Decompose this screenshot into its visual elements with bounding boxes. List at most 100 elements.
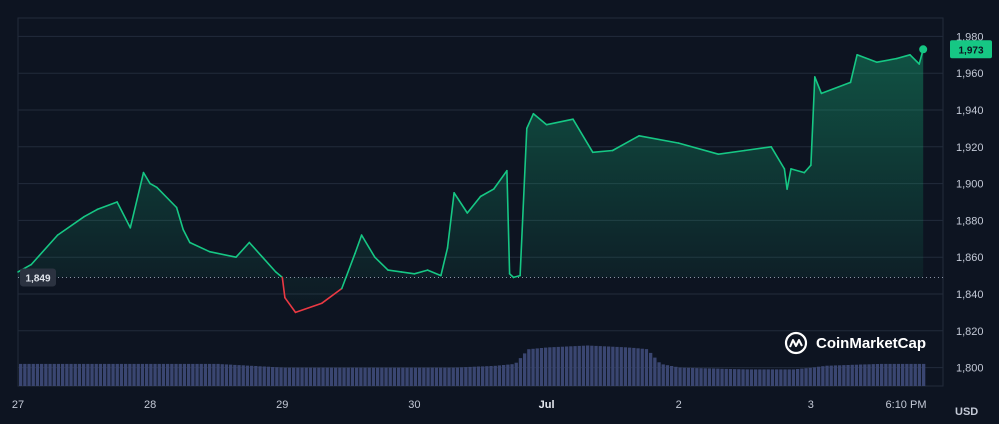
price-line [17, 48, 925, 314]
volume-bar [884, 363, 888, 386]
price-segment [519, 127, 528, 277]
price-segment [611, 135, 640, 152]
price-segment [638, 135, 680, 144]
volume-bar [544, 347, 548, 386]
price-segment [400, 271, 416, 275]
volume-bar [623, 347, 628, 386]
volume-bar [296, 367, 300, 386]
price-segment [786, 168, 792, 190]
volume-bar [233, 364, 237, 386]
x-tick-label: 28 [144, 399, 156, 411]
price-segment [677, 142, 720, 155]
volume-bar [804, 368, 808, 386]
x-tick-label: 30 [408, 399, 420, 411]
volume-bar [476, 366, 481, 386]
price-segment [508, 272, 515, 279]
volume-bar [334, 367, 338, 386]
volume-bar [287, 367, 292, 386]
volume-bar [749, 369, 754, 386]
volume-bar [548, 347, 552, 386]
x-tick-label: 3 [808, 399, 814, 411]
volume-bar [510, 364, 514, 386]
volume-bar [691, 367, 695, 386]
price-segment [512, 274, 521, 279]
volume-bar [182, 363, 187, 386]
currency-label: USD [955, 406, 978, 418]
volume-bar [678, 367, 682, 386]
volume-bar [497, 365, 502, 386]
coinmarketcap-logo-icon [784, 331, 808, 355]
coinmarketcap-logo-wave [789, 339, 803, 348]
volume-bar [850, 364, 854, 386]
volume-bar [720, 368, 724, 386]
volume-bar [342, 367, 346, 386]
volume-bar [229, 364, 233, 386]
volume-bar [308, 367, 313, 386]
volume-bar [422, 367, 426, 386]
y-tick-label: 1,920 [956, 142, 984, 154]
volume-bar [262, 366, 266, 386]
volume-bar [644, 349, 649, 386]
price-segment [142, 171, 151, 185]
volume-bar [846, 365, 850, 386]
volume-bar [523, 353, 527, 386]
volume-bar [405, 367, 409, 386]
price-segment [208, 250, 237, 259]
price-segment [440, 247, 449, 277]
volume-bar [313, 367, 317, 386]
volume-bar [485, 366, 489, 386]
volume-bar [481, 366, 485, 386]
volume-bar [762, 369, 766, 386]
volume-bar [565, 346, 569, 386]
volume-bar [31, 363, 35, 386]
volume-bar [615, 346, 619, 386]
volume-bar [506, 364, 510, 386]
volume-bar [359, 367, 363, 386]
volume-bar [901, 363, 905, 386]
price-segment [743, 146, 773, 152]
volume-bar [892, 363, 896, 386]
volume-bar [52, 363, 56, 386]
price-segment [426, 269, 442, 277]
volume-bar [224, 364, 229, 386]
volume-bar [833, 365, 838, 386]
volume-bar [779, 369, 783, 386]
volume-bar [178, 363, 182, 386]
volume-bar [573, 346, 577, 386]
volume-bar [699, 368, 703, 386]
volume-bar [329, 367, 334, 386]
volume-bar [434, 367, 439, 386]
volume-bar [917, 363, 922, 386]
price-area-fill [18, 49, 924, 313]
volume-bar [556, 346, 560, 386]
volume-bar [40, 363, 44, 386]
y-tick-label: 1,880 [956, 215, 984, 227]
price-segment [235, 241, 251, 259]
price-segment [591, 149, 614, 154]
baseline-badge-bg [20, 268, 56, 287]
volume-bar [451, 367, 455, 386]
volume-bar [317, 367, 321, 386]
volume-bar [712, 368, 716, 386]
volume-bar [250, 365, 254, 386]
volume-bar [321, 367, 325, 386]
volume-bar [913, 363, 917, 386]
volume-bar [695, 368, 699, 386]
volume-bar [703, 368, 707, 386]
current-price-badge: 1,973 [950, 40, 992, 59]
volume-bar [707, 368, 712, 386]
volume-bar [376, 367, 380, 386]
volume-bar [350, 367, 355, 386]
volume-bar [586, 345, 590, 386]
price-segment [909, 53, 921, 65]
y-tick-label: 1,940 [956, 105, 984, 117]
volume-bar [413, 367, 418, 386]
volume-bar [371, 367, 376, 386]
volume-bar [98, 363, 103, 386]
volume-bar [367, 367, 371, 386]
price-segment [810, 76, 816, 166]
volume-bar [607, 346, 611, 386]
volume-bar [460, 367, 464, 386]
price-segment [340, 252, 356, 290]
coinmarketcap-logo: CoinMarketCap [784, 331, 926, 355]
